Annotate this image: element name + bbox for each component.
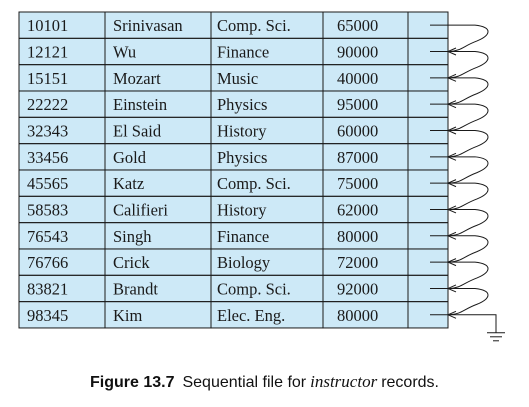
record-name: Einstein	[113, 95, 167, 114]
record-id: 98345	[27, 306, 68, 325]
record-salary: 87000	[337, 148, 378, 167]
record-name: Mozart	[113, 69, 161, 88]
record-salary: 72000	[337, 253, 378, 272]
record-id: 32343	[27, 121, 68, 140]
record-id: 83821	[27, 279, 68, 298]
record-salary: 80000	[337, 306, 378, 325]
record-salary: 95000	[337, 95, 378, 114]
record-name: Gold	[113, 148, 147, 167]
record-name: Katz	[113, 174, 144, 193]
next-record-pointer	[430, 287, 489, 316]
caption-label: Figure 13.7	[90, 374, 175, 391]
record-name: Wu	[113, 42, 136, 61]
next-record-pointer	[430, 103, 489, 131]
record-name: El Said	[113, 121, 162, 140]
next-record-pointer	[430, 156, 489, 184]
record-dept: History	[217, 121, 267, 140]
caption-italic-word: instructor	[310, 372, 378, 391]
next-record-pointer	[430, 50, 489, 79]
record-id: 10101	[27, 16, 68, 35]
record-id: 33456	[27, 148, 68, 167]
record-name: Kim	[113, 306, 143, 325]
next-record-pointer	[430, 235, 489, 263]
caption-text-after: records.	[381, 374, 439, 391]
record-id: 76766	[27, 253, 68, 272]
record-id: 12121	[27, 42, 68, 61]
record-table	[18, 11, 449, 329]
next-record-pointer	[430, 208, 489, 237]
record-id: 58583	[27, 200, 68, 219]
ground-icon	[430, 314, 505, 342]
record-id: 15151	[27, 69, 68, 88]
record-dept: Elec. Eng.	[217, 306, 285, 325]
next-record-pointer	[430, 182, 489, 210]
record-salary: 90000	[337, 42, 378, 61]
next-record-pointer	[430, 77, 489, 105]
record-id: 45565	[27, 174, 68, 193]
record-salary: 65000	[337, 16, 378, 35]
record-name: Singh	[113, 227, 152, 246]
record-salary: 60000	[337, 121, 378, 140]
record-dept: Finance	[217, 227, 269, 246]
record-dept: Comp. Sci.	[217, 279, 291, 298]
record-name: Califieri	[113, 200, 168, 219]
record-salary: 62000	[337, 200, 378, 219]
record-salary: 75000	[337, 174, 378, 193]
record-row	[18, 301, 449, 329]
record-salary: 40000	[337, 69, 378, 88]
record-dept: Physics	[217, 95, 267, 114]
record-salary: 80000	[337, 227, 378, 246]
record-name: Brandt	[113, 279, 158, 298]
record-id: 76543	[27, 227, 68, 246]
pointer-chain	[430, 24, 505, 342]
record-salary: 92000	[337, 279, 378, 298]
figure-caption: Figure 13.7 Sequential file for instruct…	[0, 372, 529, 392]
caption-text-before: Sequential file for	[182, 374, 307, 391]
next-record-pointer	[430, 261, 489, 289]
next-record-pointer	[430, 24, 489, 52]
record-dept: Finance	[217, 42, 269, 61]
record-id: 22222	[27, 95, 68, 114]
record-dept: Comp. Sci.	[217, 16, 291, 35]
record-dept: Music	[217, 69, 258, 88]
record-dept: Physics	[217, 148, 267, 167]
record-dept: Comp. Sci.	[217, 174, 291, 193]
record-dept: History	[217, 200, 267, 219]
record-dept: Biology	[217, 253, 271, 272]
next-record-pointer	[430, 129, 489, 158]
record-values: 10101 Srinivasan Comp. Sci. 65000 12121 Wu Fin…	[27, 16, 378, 325]
record-name: Crick	[113, 253, 150, 272]
record-name: Srinivasan	[113, 16, 183, 35]
